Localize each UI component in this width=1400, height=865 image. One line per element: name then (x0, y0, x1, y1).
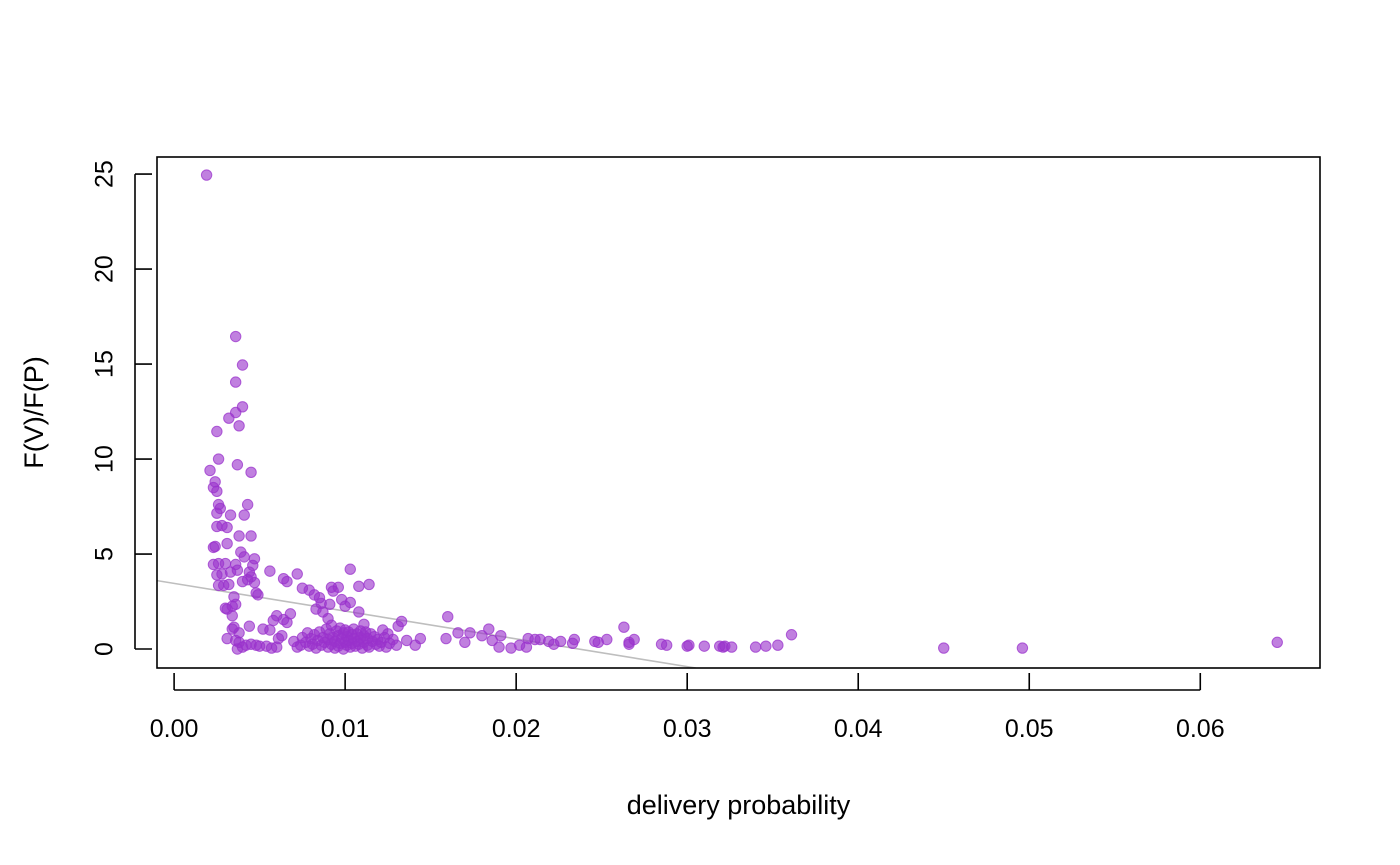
data-point (264, 565, 276, 577)
x-tick-label: 0.02 (492, 715, 541, 743)
data-point (231, 643, 244, 655)
x-axis: 0.00 0.01 0.02 0.03 0.04 0.05 0.06 (150, 673, 1225, 743)
data-point (241, 498, 254, 511)
y-tick-label: 5 (91, 547, 119, 561)
data-point (464, 627, 476, 639)
data-point (236, 359, 249, 371)
data-point (221, 537, 233, 550)
data-point (628, 633, 640, 646)
data-point (245, 530, 257, 542)
data-point (221, 521, 233, 534)
x-tick-label: 0.05 (1005, 715, 1054, 743)
data-point (226, 610, 238, 622)
data-point (785, 629, 798, 641)
data-point (264, 624, 276, 636)
data-point (401, 634, 413, 647)
data-point (568, 633, 581, 646)
data-point (211, 507, 223, 519)
plot-frame (156, 156, 1321, 669)
data-point (495, 630, 507, 642)
y-axis: 0 5 10 15 20 25 (91, 160, 152, 656)
data-point (281, 575, 293, 588)
x-tick-label: 0.01 (321, 715, 370, 743)
data-point (245, 571, 257, 583)
data-point (233, 420, 245, 432)
data-point (476, 630, 488, 642)
data-point (284, 608, 297, 620)
trend-line (157, 579, 696, 668)
data-point (442, 611, 454, 623)
data-point (440, 632, 452, 645)
y-tick-label: 0 (91, 642, 119, 656)
data-point (245, 466, 257, 479)
data-point (209, 540, 221, 553)
data-point (395, 615, 408, 628)
x-tick-label: 0.06 (1176, 715, 1225, 743)
data-point (486, 634, 498, 647)
data-point (233, 530, 245, 542)
data-point (554, 635, 567, 648)
data-point (483, 623, 495, 635)
data-point (363, 578, 375, 591)
data-point (212, 453, 225, 465)
data-point (683, 639, 695, 651)
data-point (224, 509, 237, 521)
data-point (390, 639, 403, 651)
x-tick-label: 0.03 (663, 715, 712, 743)
data-point (493, 641, 505, 653)
data-point (1271, 636, 1283, 649)
trend-line-layer (157, 579, 696, 668)
y-tick-label: 20 (91, 255, 119, 283)
data-point (291, 568, 303, 580)
data-point (618, 621, 630, 633)
data-point (238, 551, 250, 563)
data-point (229, 330, 242, 343)
data-point (749, 641, 762, 653)
data-point (229, 376, 242, 388)
y-tick-label: 15 (91, 350, 119, 378)
data-point (229, 598, 242, 611)
data-points-layer (200, 169, 1283, 655)
data-point (452, 627, 464, 639)
y-axis-title: F(V)/F(P) (19, 356, 49, 468)
data-point (725, 641, 738, 653)
data-point (1016, 642, 1029, 654)
data-point (252, 589, 264, 601)
x-axis-title: delivery probability (627, 790, 851, 820)
data-point (324, 598, 336, 611)
y-tick-label: 10 (91, 445, 119, 473)
data-point (332, 581, 344, 593)
data-point (223, 578, 235, 591)
data-point (211, 485, 223, 498)
data-point (238, 509, 250, 521)
data-point (660, 639, 673, 651)
data-point (276, 630, 288, 642)
data-point (459, 636, 471, 649)
data-point (698, 640, 710, 652)
data-point (344, 596, 356, 609)
data-point (243, 620, 256, 632)
data-point (231, 564, 244, 576)
data-point (601, 633, 613, 646)
data-point (938, 642, 950, 654)
data-point (414, 632, 427, 645)
x-tick-label: 0.04 (834, 715, 883, 743)
data-point (223, 412, 235, 424)
data-point (760, 640, 772, 652)
data-point (772, 639, 784, 651)
y-tick-label: 25 (91, 160, 119, 188)
data-point (344, 563, 356, 575)
data-point (200, 169, 213, 181)
data-point (211, 425, 223, 438)
data-point (231, 459, 244, 471)
data-point (353, 606, 365, 618)
data-point (353, 580, 365, 593)
x-tick-label: 0.00 (150, 715, 199, 743)
data-point (204, 464, 216, 477)
